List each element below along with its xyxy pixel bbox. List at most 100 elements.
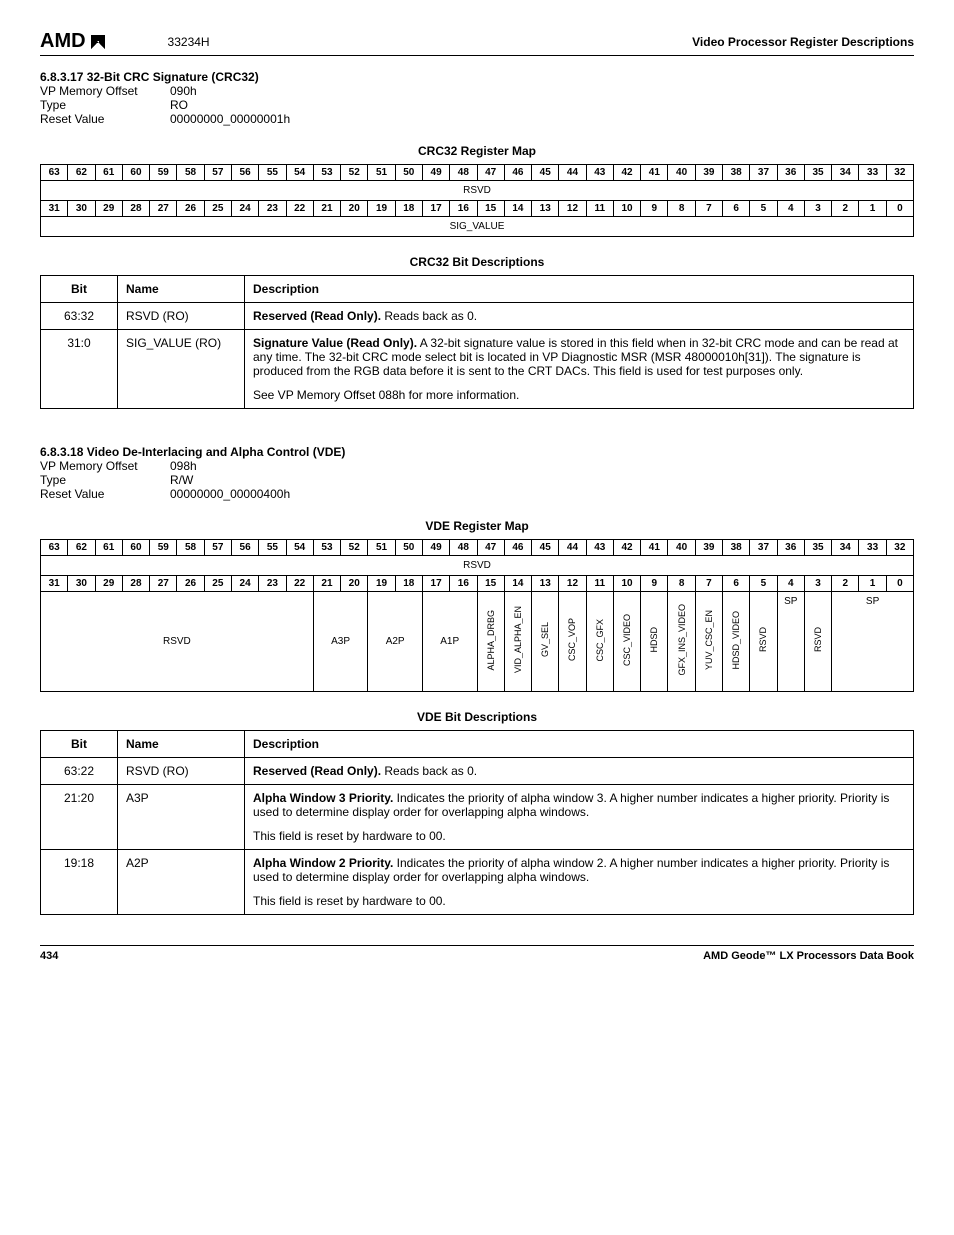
crc32-bitmap-table: 6362616059585756555453525150494847464544… — [40, 164, 914, 237]
bit-header-cell: 24 — [231, 201, 258, 217]
bit-header-cell: 1 — [859, 201, 886, 217]
bit-header-cell: 36 — [777, 540, 804, 556]
bit-header-cell: 36 — [777, 165, 804, 181]
meta-type: Type R/W — [40, 473, 914, 487]
vde-field-rsvd5: RSVD — [750, 592, 777, 692]
bit-header-cell: 8 — [668, 576, 695, 592]
bit-header-cell: 47 — [477, 165, 504, 181]
header-title: Video Processor Register Descriptions — [692, 35, 914, 49]
bit-header-cell: 14 — [504, 201, 531, 217]
bit-header-cell: 20 — [341, 201, 368, 217]
bit-header-cell: 56 — [231, 540, 258, 556]
bit-header-cell: 35 — [804, 165, 831, 181]
bit-header-cell: 34 — [832, 165, 859, 181]
bit-header-cell: 40 — [668, 540, 695, 556]
bit-header-cell: 46 — [504, 165, 531, 181]
meta-type: Type RO — [40, 98, 914, 112]
amd-arrow-icon — [88, 32, 108, 52]
bit-header-cell: 19 — [368, 576, 395, 592]
meta-offset: VP Memory Offset 098h — [40, 459, 914, 473]
bit-header-cell: 16 — [450, 201, 477, 217]
table-row: 31:0 SIG_VALUE (RO) Signature Value (Rea… — [41, 330, 914, 409]
vde-field-vid-alpha-en: VID_ALPHA_EN — [504, 592, 531, 692]
bit-header-cell: 23 — [259, 576, 286, 592]
bit-header-cell: 20 — [341, 576, 368, 592]
bit-header-cell: 11 — [586, 201, 613, 217]
book-title: AMD Geode™ LX Processors Data Book — [703, 950, 914, 962]
vde-bitmap-table: 6362616059585756555453525150494847464544… — [40, 539, 914, 692]
bit-header-cell: 18 — [395, 576, 422, 592]
bit-header-cell: 39 — [695, 540, 722, 556]
bit-header-cell: 23 — [259, 201, 286, 217]
vde-field-alpha-drbg: ALPHA_DRBG — [477, 592, 504, 692]
bit-header-cell: 57 — [204, 540, 231, 556]
bit-header-cell: 5 — [750, 201, 777, 217]
bit-header-cell: 6 — [723, 576, 750, 592]
doc-id: 33234H — [168, 35, 210, 49]
vde-field-rsvd3: RSVD — [804, 592, 831, 692]
vde-field-rsvd: RSVD — [41, 592, 314, 692]
bit-header-cell: 41 — [641, 540, 668, 556]
bit-header-cell: 3 — [804, 576, 831, 592]
meta-reset: Reset Value 00000000_00000001h — [40, 112, 914, 126]
bit-header-cell: 2 — [832, 576, 859, 592]
meta-reset: Reset Value 00000000_00000400h — [40, 487, 914, 501]
bit-header-cell: 27 — [150, 576, 177, 592]
bit-header-cell: 59 — [150, 165, 177, 181]
bit-header-cell: 63 — [41, 540, 68, 556]
crc32-desc-table: Bit Name Description 63:32 RSVD (RO) Res… — [40, 275, 914, 409]
bit-header-cell: 45 — [532, 165, 559, 181]
bit-header-cell: 51 — [368, 540, 395, 556]
bit-header-cell: 31 — [41, 576, 68, 592]
bit-header-cell: 6 — [723, 201, 750, 217]
bit-header-cell: 15 — [477, 201, 504, 217]
bit-header-cell: 55 — [259, 165, 286, 181]
bit-header-cell: 0 — [886, 576, 913, 592]
bit-header-cell: 9 — [641, 576, 668, 592]
bit-header-cell: 34 — [832, 540, 859, 556]
bit-header-cell: 29 — [95, 201, 122, 217]
crc32-desc-title: CRC32 Bit Descriptions — [40, 255, 914, 269]
bit-header-cell: 63 — [41, 165, 68, 181]
vde-field-csc-vop: CSC_VOP — [559, 592, 586, 692]
bit-header-cell: 54 — [286, 165, 313, 181]
bit-header-cell: 19 — [368, 201, 395, 217]
bit-header-cell: 60 — [122, 540, 149, 556]
bit-header-cell: 62 — [68, 540, 95, 556]
bit-header-cell: 25 — [204, 576, 231, 592]
crc32-field-rsvd: RSVD — [41, 181, 914, 201]
bit-header-cell: 5 — [750, 576, 777, 592]
bit-header-cell: 17 — [422, 576, 449, 592]
bit-header-cell: 32 — [886, 540, 913, 556]
bit-header-cell: 21 — [313, 201, 340, 217]
bit-header-cell: 49 — [422, 165, 449, 181]
vde-map-title: VDE Register Map — [40, 519, 914, 533]
bit-header-cell: 47 — [477, 540, 504, 556]
bit-header-cell: 33 — [859, 165, 886, 181]
bit-header-cell: 43 — [586, 165, 613, 181]
bit-header-cell: 8 — [668, 201, 695, 217]
vde-field-csc-video: CSC_VIDEO — [613, 592, 640, 692]
bit-header-cell: 18 — [395, 201, 422, 217]
bit-header-cell: 13 — [532, 201, 559, 217]
bit-header-cell: 49 — [422, 540, 449, 556]
bit-header-cell: 52 — [341, 540, 368, 556]
vde-field-a2p: A2P — [368, 592, 423, 692]
bit-header-cell: 59 — [150, 540, 177, 556]
bit-header-cell: 45 — [532, 540, 559, 556]
bit-header-cell: 16 — [450, 576, 477, 592]
bit-header-cell: 24 — [231, 576, 258, 592]
bit-header-cell: 37 — [750, 540, 777, 556]
vde-field-rsvd-high: RSVD — [41, 556, 914, 576]
bit-header-cell: 7 — [695, 576, 722, 592]
bit-header-cell: 48 — [450, 540, 477, 556]
bit-header-cell: 60 — [122, 165, 149, 181]
bit-header-cell: 12 — [559, 576, 586, 592]
bit-header-cell: 14 — [504, 576, 531, 592]
bit-header-cell: 39 — [695, 165, 722, 181]
bit-header-cell: 35 — [804, 540, 831, 556]
bit-header-cell: 62 — [68, 165, 95, 181]
bit-header-cell: 56 — [231, 165, 258, 181]
table-row: 63:22 RSVD (RO) Reserved (Read Only). Re… — [41, 758, 914, 785]
bit-header-cell: 61 — [95, 165, 122, 181]
